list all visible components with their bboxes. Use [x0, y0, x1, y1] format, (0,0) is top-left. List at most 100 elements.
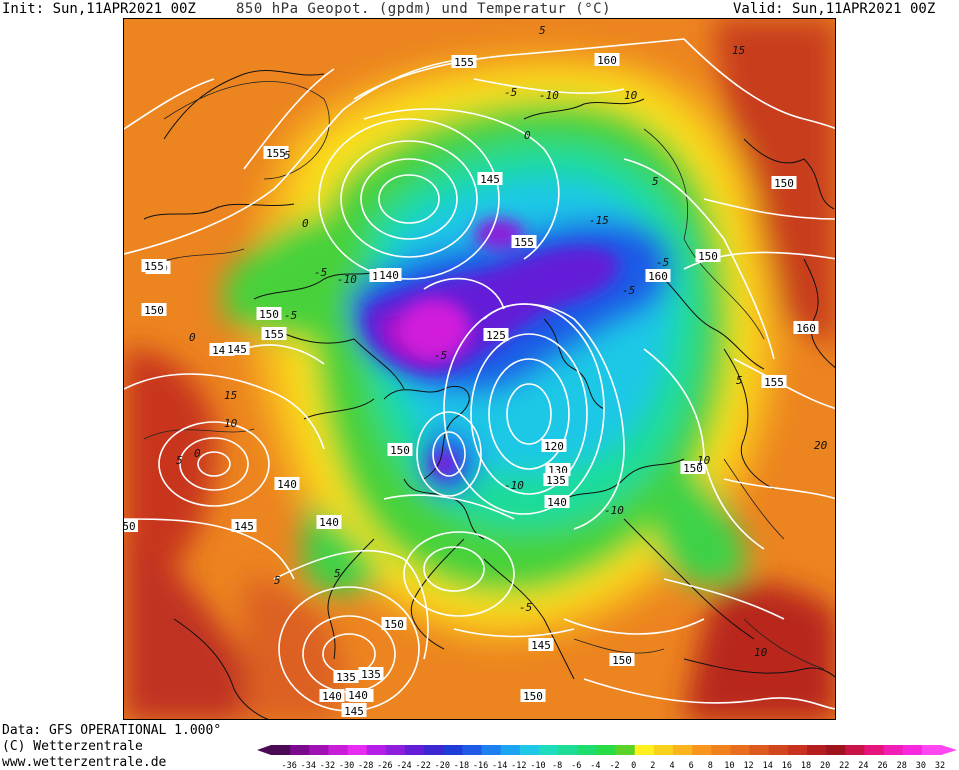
colorbar-tick-label: -24 — [396, 761, 411, 770]
isotherm-label: 5 — [176, 454, 183, 467]
colorbar-swatch — [347, 745, 368, 755]
colorbar-swatch — [883, 745, 904, 755]
height-label: 145 — [234, 520, 254, 533]
colorbar-tick-label: -18 — [454, 761, 469, 770]
height-label: 145 — [480, 173, 500, 186]
height-label: 140 — [277, 478, 297, 491]
isotherm-label: -10 — [337, 273, 357, 286]
height-label: 140 — [547, 496, 567, 509]
site-url[interactable]: www.wetterzentrale.de — [2, 755, 167, 770]
height-label-box — [381, 617, 407, 630]
colorbar-tick-label: -10 — [530, 761, 545, 770]
colorbar-tick-label: -20 — [435, 761, 450, 770]
colorbar-tick-label: 0 — [631, 761, 636, 770]
height-label: 155 — [264, 328, 284, 341]
colorbar-swatch — [519, 745, 540, 755]
isotherm-label: 0 — [302, 217, 309, 230]
height-label: 140 — [319, 516, 339, 529]
isotherm-label: 10 — [754, 646, 768, 659]
isotherm-label: -10 — [504, 479, 524, 492]
isotherm-label: -5 — [622, 284, 635, 297]
height-label-box — [141, 303, 167, 316]
geopotential-contours — [124, 38, 835, 712]
height-label: 135 — [361, 668, 381, 681]
colorbar-swatch — [673, 745, 693, 755]
isotherm-label: 0 — [189, 331, 196, 344]
isotherm-label: 5 — [274, 574, 281, 587]
height-label-box — [761, 375, 787, 388]
colorbar-arrow-high — [941, 745, 957, 755]
weather-map[interactable]: 1551601551501551451401551501551401501451… — [123, 18, 836, 720]
init-time: Init: Sun,11APR2021 00Z — [2, 1, 196, 17]
height-label: 145 — [227, 343, 247, 356]
isotherm-label: 0 — [524, 129, 531, 142]
colorbar-tick-label: -28 — [358, 761, 373, 770]
height-label-box — [141, 259, 167, 272]
colorbar-tick-label: -36 — [281, 761, 296, 770]
height-label: 155 — [764, 376, 784, 389]
colorbar-swatch — [500, 745, 521, 755]
height-label-box — [387, 443, 413, 456]
isotherm-label: 20 — [814, 439, 828, 452]
isotherm-label: -5 — [314, 266, 327, 279]
height-label-box — [541, 439, 567, 452]
colorbar-tick-label: 18 — [801, 761, 811, 770]
colorbar-swatch — [462, 745, 483, 755]
colorbar-tick-label: 8 — [708, 761, 713, 770]
height-label-box — [483, 328, 509, 341]
isotherm-label: -10 — [604, 504, 624, 517]
data-source: Data: GFS OPERATIONAL 1.000° — [2, 723, 222, 738]
height-label: 155 — [266, 147, 286, 160]
colorbar-tick-label: 2 — [650, 761, 655, 770]
height-label: 145 — [344, 705, 364, 718]
height-label: 155 — [454, 56, 474, 69]
colorbar-swatch — [692, 745, 712, 755]
colorbar-swatch — [481, 745, 502, 755]
height-label-box — [451, 55, 477, 68]
isotherm-label: -5 — [504, 86, 517, 99]
height-label: 120 — [544, 440, 564, 453]
height-label: 150 — [683, 462, 703, 475]
height-label-box — [345, 688, 371, 701]
height-label-box — [528, 638, 554, 651]
height-label: 135 — [546, 474, 566, 487]
colorbar-swatch — [309, 745, 329, 755]
temperature-colorbar: -36 -34 -32 -30 -28 -26 -24 -22 -20 -18 -16 -14 -12-… — [257, 745, 957, 770]
colorbar-tick-label: 4 — [669, 761, 674, 770]
isotherm-label: -5 — [434, 349, 447, 362]
colorbar-swatch — [826, 745, 846, 755]
colorbar-tick-label: 24 — [858, 761, 868, 770]
temperature-isotherms — [143, 81, 825, 670]
isotherm-label: 10 — [624, 89, 638, 102]
colorbar-swatch — [558, 745, 578, 755]
height-label-box — [609, 653, 635, 666]
height-label-box — [231, 519, 257, 532]
colorbar-tick-label: 12 — [743, 761, 753, 770]
isotherm-label: -10 — [539, 89, 559, 102]
height-label: 125 — [486, 329, 506, 342]
colorbar-arrow-low — [257, 745, 271, 755]
colorbar-tick-label: -14 — [492, 761, 507, 770]
map-title: 850 hPa Geopot. (gpdm) und Temperatur (°… — [236, 1, 612, 17]
colorbar-tick-label: -22 — [415, 761, 430, 770]
colorbar-swatch — [730, 745, 751, 755]
colorbar-swatch — [385, 745, 406, 755]
colorbar-tick-label: -12 — [511, 761, 526, 770]
isotherm-label: 10 — [697, 454, 711, 467]
isotherm-label: 15 — [732, 44, 745, 57]
height-label: 150 — [144, 304, 164, 317]
isotherm-label: 10 — [224, 417, 238, 430]
colorbar-swatch — [577, 745, 597, 755]
isotherm-label: 5 — [652, 175, 659, 188]
colorbar-tick-label: -6 — [571, 761, 581, 770]
colorbar-swatch — [615, 745, 636, 755]
isotherm-label: -5 — [656, 256, 669, 269]
colorbar-tick-label: -26 — [377, 761, 392, 770]
colorbar-tick-label: 32 — [935, 761, 945, 770]
isotherm-label: 5 — [334, 567, 341, 580]
height-label-box — [358, 667, 384, 680]
height-label: 150 — [384, 618, 404, 631]
colorbar-swatch — [845, 745, 865, 755]
height-label: 150 — [612, 654, 632, 667]
isotherm-label: 15 — [224, 389, 237, 402]
